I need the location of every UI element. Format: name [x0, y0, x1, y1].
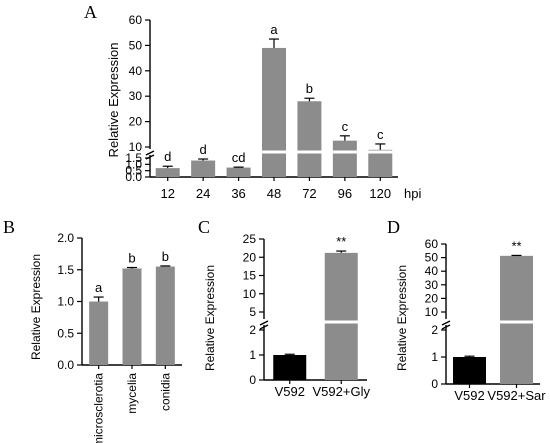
significance-label: b	[162, 249, 169, 264]
y-tick-label: 5	[249, 305, 256, 319]
panel-c-label: C	[198, 217, 210, 237]
significance-label: **	[336, 234, 346, 249]
x-tick-label: mycelia	[125, 373, 139, 414]
y-tick-label: 2	[431, 323, 438, 337]
y-tick-label: 10	[243, 287, 257, 301]
y-tick-label: 30	[425, 278, 439, 292]
x-tick-label: V592+Gly	[313, 384, 371, 399]
y-tick-label: 10	[425, 305, 439, 319]
panel-a-x-unit: hpi	[404, 186, 421, 201]
panel-b-y-label: Relative Expression	[29, 254, 43, 360]
x-tick-label: microsclerotia	[92, 373, 106, 443]
bar	[191, 160, 216, 177]
panel-b: B Relative Expression 0.0 0.5 1.0 1.5 2.0 a mi…	[3, 217, 182, 443]
bar	[89, 301, 109, 365]
bar	[226, 167, 251, 177]
panel-c: C Relative Expression 012510152025V592**…	[198, 217, 370, 399]
x-tick-label: conidia	[158, 373, 172, 411]
y-tick-label: 40	[129, 64, 143, 78]
y-tick-label: 0.0	[125, 170, 142, 184]
y-tick-label: 40	[425, 264, 439, 278]
x-tick-label: 36	[231, 186, 245, 201]
significance-label: c	[377, 127, 384, 142]
bar	[122, 268, 142, 365]
significance-label: b	[306, 81, 313, 96]
axis-break-mark	[441, 320, 451, 326]
x-tick-label: 12	[160, 186, 174, 201]
y-tick-label: 1	[431, 350, 438, 364]
x-tick-label: 72	[302, 186, 316, 201]
y-tick-label: 30	[129, 89, 143, 103]
bar-break-band	[499, 320, 534, 324]
y-tick-label: 2	[249, 323, 256, 337]
y-tick-label: 20	[129, 115, 143, 129]
bar	[453, 357, 486, 384]
bar	[324, 252, 358, 380]
bar	[500, 255, 533, 384]
significance-label: a	[270, 22, 278, 37]
bar-break-band	[331, 150, 358, 154]
x-tick-label: 24	[196, 186, 210, 201]
y-tick-label: 2.0	[57, 231, 74, 245]
x-tick-label: 96	[338, 186, 352, 201]
y-tick-label: 1.5	[125, 151, 142, 165]
y-tick-label: 50	[129, 38, 143, 52]
panel-d-y-label: Relative Expression	[395, 265, 409, 371]
significance-label: c	[342, 119, 349, 134]
significance-label: a	[95, 280, 103, 295]
y-tick-label: 20	[425, 291, 439, 305]
y-tick-label: 15	[243, 269, 257, 283]
x-tick-label: V592	[275, 384, 305, 399]
panel-c-y-label: Relative Expression	[203, 265, 217, 371]
panel-a-label: A	[84, 2, 97, 22]
bar-break-band	[323, 320, 359, 324]
bar	[332, 140, 357, 177]
y-tick-label: 25	[243, 232, 257, 246]
bar-break-band	[261, 150, 287, 154]
significance-label: b	[128, 251, 135, 266]
significance-label: d	[164, 149, 171, 164]
bar-break-band	[225, 150, 252, 154]
axis-break-mark	[145, 150, 155, 156]
y-tick-label: 0	[431, 377, 438, 391]
x-tick-label: 120	[369, 186, 391, 201]
y-tick-label: 1.0	[125, 157, 142, 171]
y-tick-label: 10	[129, 140, 143, 154]
significance-label: cd	[232, 150, 246, 165]
panel-a: A Relative Expression hpi 0.00.51.01.510…	[84, 2, 421, 201]
bar	[273, 355, 307, 380]
y-tick-label: 0	[249, 373, 256, 387]
panel-b-label: B	[3, 217, 15, 237]
y-tick-label: 50	[425, 251, 439, 265]
bar-break-band	[296, 150, 323, 154]
significance-label: d	[200, 142, 207, 157]
x-tick-label: V592+Sar	[487, 388, 546, 403]
bar	[155, 168, 180, 177]
bar-break-band	[367, 150, 394, 154]
panel-d-label: D	[387, 217, 400, 237]
bar	[155, 266, 175, 365]
panel-a-y-label: Relative Expression	[106, 43, 121, 158]
axis-break-mark	[259, 324, 269, 330]
y-tick-label: 1	[249, 348, 256, 362]
y-tick-label: 60	[425, 237, 439, 251]
bar	[262, 47, 286, 177]
bar	[297, 101, 322, 177]
y-tick-label: 1.5	[57, 263, 74, 277]
axis-break-mark	[441, 324, 451, 330]
y-tick-label: 20	[243, 250, 257, 264]
bar	[368, 149, 393, 177]
x-tick-label: 48	[267, 186, 281, 201]
y-tick-label: 0.5	[57, 326, 74, 340]
y-tick-label: 1.0	[57, 295, 74, 309]
axis-break-mark	[259, 320, 269, 326]
x-tick-label: V592	[454, 388, 484, 403]
significance-label: **	[511, 238, 521, 253]
y-tick-label: 0.0	[57, 358, 74, 372]
y-tick-label: 0.5	[125, 164, 142, 178]
y-tick-label: 60	[129, 13, 143, 27]
